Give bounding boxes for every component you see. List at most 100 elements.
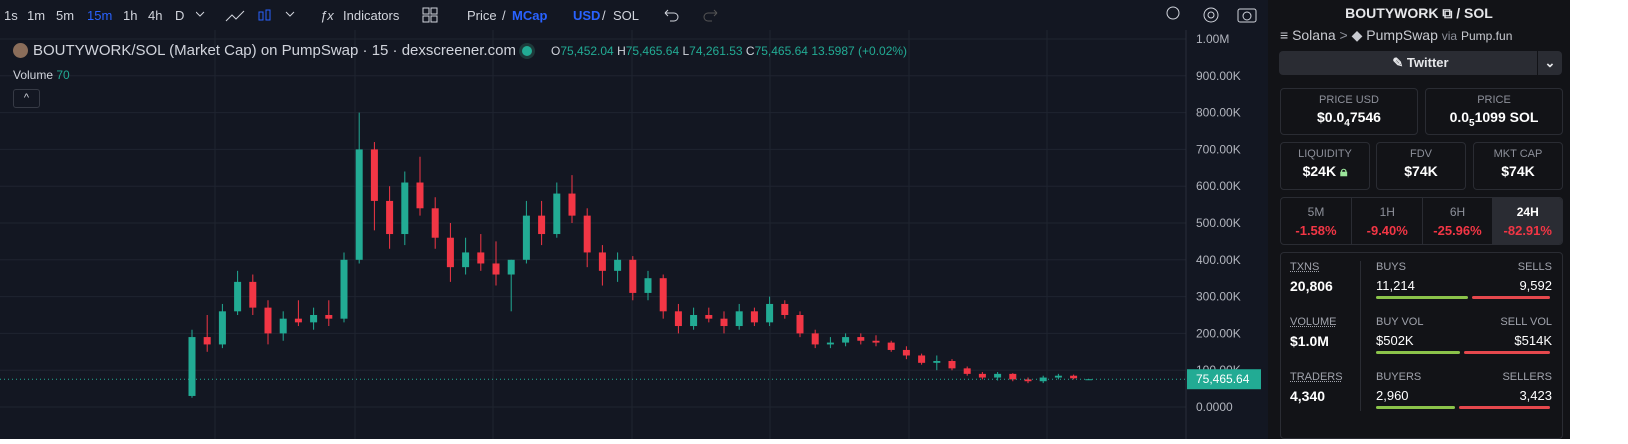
- candle-body: [735, 311, 743, 327]
- tab[interactable]: 6H -25.96%: [1421, 198, 1493, 244]
- stat-value: 20,806: [1290, 278, 1333, 294]
- y-tick-label: 200.00K: [1196, 326, 1241, 340]
- y-tick-label: 300.00K: [1196, 290, 1241, 304]
- tab-label: 1H: [1379, 205, 1395, 219]
- interval[interactable]: 4h: [148, 8, 163, 23]
- candle-body: [720, 318, 728, 327]
- interval[interactable]: D: [175, 8, 185, 23]
- candle-body: [766, 303, 774, 323]
- route: ≡ Solana > ◆ PumpSwap via Pump.fun: [1280, 27, 1513, 43]
- mcap-toggle[interactable]: MCap: [512, 8, 548, 23]
- ohlc-value: 74,261.53: [689, 44, 743, 58]
- price-usd-card: PRICE USD $0.047546: [1280, 88, 1418, 135]
- twitter-button[interactable]: ✎ Twitter ⌄: [1279, 51, 1562, 75]
- candle-body: [750, 311, 758, 323]
- candle-body: [401, 182, 409, 235]
- stats-box: TXNS 20,806 BUYS SELLS 11,214 9,592 VOLUME $1.0…: [1280, 252, 1563, 439]
- interval[interactable]: 1s: [4, 8, 18, 23]
- pair: BOUTYWORK: [1345, 5, 1439, 21]
- indicators[interactable]: Indicators: [343, 8, 400, 23]
- price-pre: 0.0: [1449, 109, 1470, 125]
- candle-body: [842, 337, 850, 343]
- tab[interactable]: 5M -1.58%: [1281, 198, 1351, 244]
- ohlc-value: 75,465.64: [625, 44, 680, 58]
- candle-body: [811, 333, 819, 345]
- interval[interactable]: 15m: [87, 8, 113, 23]
- ohlc-change: 13.5987 (+0.02%): [811, 44, 908, 58]
- card-value: $0.047546: [1281, 109, 1417, 129]
- lock-icon: 🔒︎: [1339, 163, 1348, 179]
- candle-body: [492, 263, 500, 275]
- candle-body: [264, 307, 272, 334]
- y-tick-label: 1.00M: [1196, 32, 1229, 46]
- dropdown[interactable]: ⌄: [1537, 51, 1562, 75]
- stat-value: 9,592: [1519, 278, 1552, 293]
- dex[interactable]: PumpSwap: [1366, 27, 1438, 43]
- ratio-bar: [1376, 351, 1460, 354]
- candle-body: [583, 215, 591, 253]
- interval[interactable]: 1h: [123, 8, 138, 23]
- price-toggle[interactable]: Price: [467, 8, 497, 23]
- divider: [1360, 261, 1361, 411]
- right-icons[interactable]: [1165, 5, 1265, 25]
- candle-body: [386, 200, 394, 235]
- ratio-bar: [1376, 296, 1468, 299]
- interval[interactable]: 5m: [56, 8, 75, 23]
- candle-body: [416, 182, 424, 209]
- usd-toggle[interactable]: USD: [573, 8, 601, 23]
- collapse-button[interactable]: ^: [13, 89, 40, 108]
- candle-body: [462, 252, 470, 268]
- interval[interactable]: 1m: [27, 8, 46, 23]
- stat-value: $502K: [1376, 333, 1414, 348]
- candle-body: [1054, 375, 1062, 378]
- launchpad[interactable]: Pump.fun: [1461, 29, 1513, 43]
- price-sub: 5: [1469, 117, 1475, 129]
- candle-body: [568, 193, 576, 216]
- stat-label: TRADERS: [1290, 371, 1343, 383]
- chain[interactable]: Solana: [1292, 27, 1336, 43]
- price-post: 7546: [1349, 109, 1381, 125]
- via: via: [1441, 29, 1458, 43]
- chart-area: 1.00M 900.00K 800.00K 700.00K 600.00K 500.00K…: [0, 30, 1268, 439]
- y-tick-label: 900.00K: [1196, 69, 1241, 83]
- y-tick-label: 800.00K: [1196, 106, 1241, 120]
- candle-body: [933, 360, 941, 363]
- stat-label: SELLS: [1517, 261, 1552, 273]
- fx-icon[interactable]: ƒx: [320, 8, 334, 23]
- card-label: FDV: [1410, 148, 1432, 160]
- last-price-box: [1187, 369, 1261, 390]
- candle-body: [340, 259, 348, 319]
- candle-body: [249, 281, 257, 308]
- tab-value: -1.58%: [1295, 223, 1337, 238]
- twitter: Twitter: [1406, 55, 1449, 70]
- candle-body: [963, 368, 971, 374]
- tab-label: 5M: [1307, 205, 1325, 219]
- stat-label: BUYERS: [1376, 371, 1422, 383]
- layout-icon[interactable]: [422, 7, 438, 23]
- candle-body: [826, 342, 834, 345]
- status-dot: [522, 46, 532, 56]
- chart: 1.00M 900.00K 800.00K 700.00K 600.00K 500.00K…: [0, 30, 1261, 439]
- candle-body: [614, 259, 622, 271]
- candle-body: [918, 355, 926, 363]
- candle-body: [431, 208, 439, 238]
- chart-title: BOUTYWORK/SOL (Market Cap) on PumpSwap ·…: [33, 42, 516, 59]
- candle-body: [629, 259, 637, 293]
- candle-body: [1070, 375, 1078, 379]
- ratio-bar: [1471, 296, 1550, 299]
- price-sub: 4: [1344, 117, 1350, 129]
- sol-toggle[interactable]: SOL: [613, 8, 640, 23]
- undo-redo[interactable]: [662, 7, 722, 23]
- tab[interactable]: 24H -82.91%: [1491, 198, 1562, 244]
- tab[interactable]: 1H -9.40%: [1351, 198, 1422, 244]
- volume-label: Volume: [13, 68, 54, 82]
- liquidity-card: LIQUIDITY $24K 🔒︎: [1280, 142, 1370, 190]
- y-tick-label: 400.00K: [1196, 253, 1241, 267]
- tool-icons[interactable]: [196, 9, 306, 23]
- card-label: LIQUIDITY: [1298, 148, 1352, 160]
- ohlc-key: C: [745, 44, 755, 58]
- price-pre: $0.0: [1317, 109, 1345, 125]
- stat-value: 3,423: [1519, 388, 1552, 403]
- candle-body: [234, 281, 242, 312]
